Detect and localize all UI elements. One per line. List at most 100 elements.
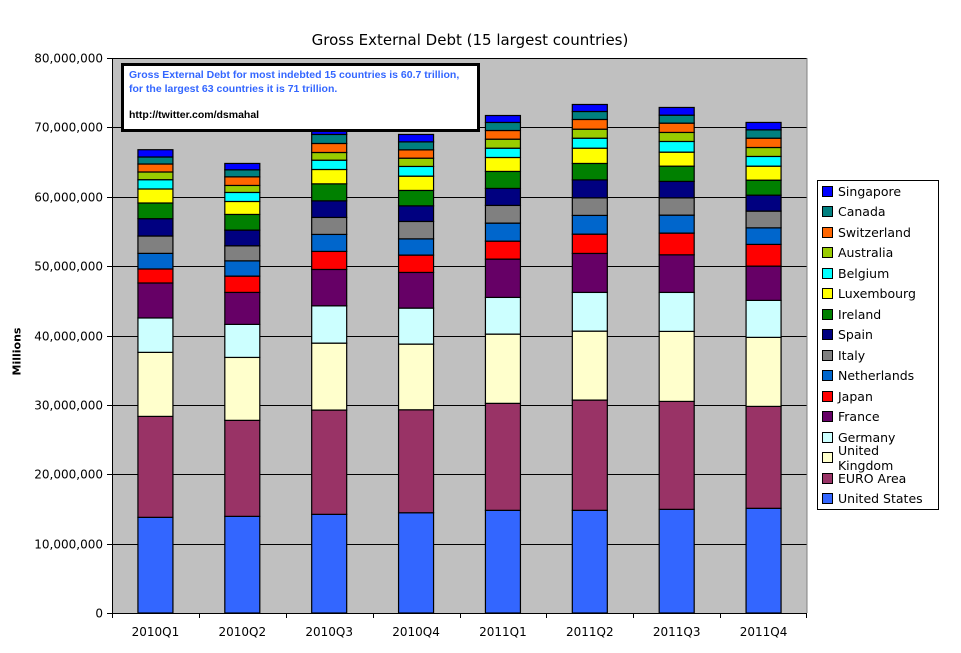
bar-germany-2011Q1 [484,296,522,335]
bar-spain-2011Q3 [658,180,695,199]
bar-united-states-2010Q1 [137,516,174,614]
bar-australia-2010Q1 [137,171,174,181]
bar-united-kingdom-2011Q3 [658,330,695,403]
bar-luxembourg-2011Q4 [745,165,782,181]
legend-item-spain: Spain [822,326,873,344]
bar-canada-2011Q1 [484,121,522,132]
legend-label: Australia [838,245,894,260]
bar-australia-2010Q3 [311,151,348,161]
bar-spain-2011Q2 [571,179,608,199]
bar-japan-2011Q1 [484,240,522,260]
bar-switzerland-2011Q2 [571,118,608,130]
bar-belgium-2010Q4 [397,165,435,177]
bar-stack-2011Q1 [484,114,522,614]
bar-netherlands-2011Q2 [571,214,608,235]
bar-italy-2011Q2 [571,197,608,217]
bar-spain-2010Q2 [224,229,261,247]
bar-spain-2010Q4 [397,205,435,223]
bar-france-2010Q4 [397,271,435,309]
bar-united-kingdom-2011Q2 [571,330,608,401]
bar-spain-2010Q1 [137,218,174,237]
bar-singapore-2010Q4 [397,133,435,143]
bar-united-kingdom-2010Q2 [224,356,261,421]
bar-germany-2010Q1 [137,317,174,353]
legend-label: Spain [838,327,873,342]
legend-label: EURO Area [838,470,907,486]
bar-belgium-2010Q2 [224,191,261,203]
bar-luxembourg-2010Q2 [224,200,261,216]
bar-belgium-2011Q3 [658,140,695,153]
bar-united-states-2010Q2 [224,515,261,614]
bar-netherlands-2011Q3 [658,214,695,234]
legend-swatch [822,390,833,402]
bar-united-states-2011Q2 [571,509,608,614]
bar-stack-2011Q3 [658,106,695,614]
bar-singapore-2011Q1 [484,114,522,124]
y-tick-label: 30,000,000 [34,399,103,413]
x-tick-label: 2010Q1 [132,625,180,639]
legend-swatch [822,370,833,381]
bar-spain-2010Q3 [311,200,348,219]
y-tick-label: 10,000,000 [34,538,103,552]
bar-france-2011Q1 [484,258,522,299]
bar-luxembourg-2011Q2 [571,147,608,165]
legend-item-netherlands: Netherlands [822,367,914,385]
annotation-text: Gross External Debt for most indebted 15… [129,69,460,95]
bar-euro-area-2010Q4 [397,409,435,514]
bar-ireland-2011Q1 [484,170,522,190]
legend-label: Netherlands [838,368,915,383]
bar-netherlands-2010Q3 [311,233,348,253]
bar-ireland-2011Q4 [745,179,782,196]
legend-label: United Kingdom [837,442,894,473]
y-tick-label: 50,000,000 [34,260,103,274]
bar-italy-2011Q1 [484,204,522,224]
y-tick-label: 60,000,000 [34,191,103,205]
legend-swatch [822,288,833,299]
bar-spain-2011Q1 [484,187,522,207]
legend-swatch [822,452,833,463]
annotation-link: http://twitter.com/dsmahal [129,109,260,121]
bar-ireland-2010Q4 [397,189,435,207]
bar-luxembourg-2010Q4 [397,175,435,192]
legend-swatch [822,185,833,197]
x-tick-label: 2010Q2 [219,625,267,639]
legend-swatch [822,267,833,279]
bar-germany-2010Q2 [224,323,261,359]
bar-ireland-2010Q3 [311,183,348,202]
bar-belgium-2011Q4 [745,155,782,167]
bar-switzerland-2010Q2 [224,176,261,187]
bar-japan-2011Q3 [658,232,695,256]
bar-singapore-2011Q3 [658,106,695,116]
bar-stack-2010Q3 [311,127,348,614]
bar-australia-2011Q4 [745,146,782,158]
bar-canada-2010Q2 [224,169,261,178]
legend-swatch [822,226,833,238]
legend-item-united-states: United States [822,490,923,508]
x-tick-label: 2011Q4 [740,625,788,639]
bar-switzerland-2010Q3 [311,142,348,154]
bar-japan-2010Q1 [137,268,174,284]
legend-label: Switzerland [838,224,911,240]
bar-france-2011Q4 [745,265,782,301]
bar-canada-2011Q3 [658,114,695,124]
bar-ireland-2011Q3 [658,165,695,183]
bar-italy-2010Q1 [137,235,174,254]
legend-item-germany: Germany [822,428,895,446]
bar-canada-2011Q2 [571,110,608,121]
bar-united-states-2010Q3 [311,513,348,614]
legend-swatch [822,349,833,361]
axes [112,58,808,614]
legend-item-japan: Japan [822,387,873,405]
bar-united-states-2011Q4 [745,507,782,614]
bar-euro-area-2011Q1 [484,402,522,511]
legend-label: France [838,409,880,424]
y-axis-label: Millions [10,327,24,376]
bar-ireland-2010Q1 [137,202,174,220]
legend-swatch [822,247,833,258]
legend-item-belgium: Belgium [822,264,889,282]
legend-item-singapore: Singapore [822,182,901,200]
bar-germany-2011Q3 [658,291,695,333]
bar-united-kingdom-2010Q1 [137,351,174,417]
y-tick-label: 40,000,000 [34,330,103,344]
bar-ireland-2010Q2 [224,213,261,231]
